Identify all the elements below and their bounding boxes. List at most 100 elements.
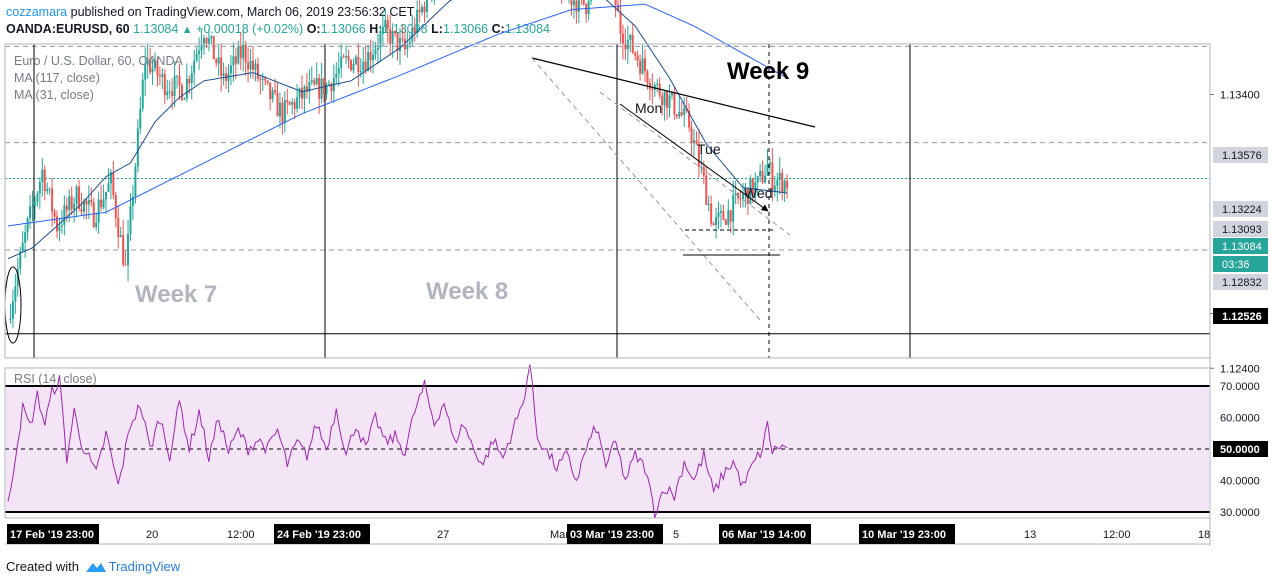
candle-body (296, 97, 299, 109)
candle-body (337, 68, 340, 74)
candle-body (330, 83, 333, 92)
candle-body (678, 112, 681, 117)
candle-body (781, 172, 784, 193)
candle-body (168, 91, 171, 93)
candle-body (278, 102, 281, 117)
candle-body (683, 108, 686, 115)
open-label: O: (306, 22, 321, 36)
candle-body (303, 86, 306, 99)
candle-body (158, 75, 161, 77)
price-pane[interactable]: Week 7 Week 8 Week 9 Mon Tue Wed Euro / U.S. D… (4, 0, 1210, 358)
candle-body (345, 56, 348, 58)
price-axis-label: 1.13093 (1222, 224, 1262, 236)
candle-body (252, 60, 254, 70)
candle-body (188, 78, 191, 83)
candle-body (254, 63, 257, 70)
candle-body (717, 212, 720, 217)
candle-body (43, 169, 46, 192)
candle-body (173, 76, 176, 97)
candle-body (178, 75, 181, 86)
legend-ma31: MA (31, close) (14, 88, 94, 102)
candle-body (14, 286, 17, 302)
author-name[interactable]: cozzamara (6, 5, 68, 19)
candle-body (193, 60, 196, 73)
candle-body (408, 41, 411, 44)
candle-body (773, 185, 776, 191)
candle-body (651, 89, 654, 91)
time-axis-label-box (719, 524, 811, 544)
candle-body (78, 186, 81, 209)
candle-body (394, 30, 397, 34)
footer: Created with TradingView (6, 559, 180, 574)
candle-body (663, 91, 666, 106)
tue-label: Tue (697, 141, 721, 157)
candle-body (127, 233, 130, 266)
candle-body (51, 188, 54, 212)
candle-body (75, 186, 78, 204)
rsi-mid-label-box (1213, 441, 1268, 457)
candle-body (212, 36, 215, 60)
candle-body (680, 112, 683, 115)
high-label: H: (369, 22, 383, 36)
time-axis-label: 12:00 (1103, 529, 1131, 541)
candle-body (327, 83, 330, 85)
candle-body (48, 188, 51, 190)
candle-body (80, 208, 83, 212)
candle-body (244, 44, 247, 63)
candle-body (117, 218, 120, 237)
candle-body (751, 178, 754, 196)
candle-body (281, 102, 284, 123)
candle-body (134, 166, 137, 197)
channel-lower-dashed (531, 57, 761, 321)
candle-body (364, 61, 367, 71)
candle-body (24, 232, 27, 243)
candle-body (305, 86, 308, 92)
candle-body (350, 60, 352, 71)
candle-body (58, 226, 61, 232)
time-axis-label: 18 (1198, 529, 1210, 541)
candle-body (100, 199, 103, 208)
candle-body (707, 203, 710, 206)
resistance-trendline (531, 57, 816, 128)
candle-body (320, 78, 323, 99)
candle-body (367, 51, 370, 71)
candle-body (95, 222, 98, 228)
candle-body (418, 9, 421, 13)
candle-body (764, 175, 767, 183)
candle-body (675, 114, 678, 117)
candle-body (732, 195, 735, 222)
price-axis-label-box (1213, 256, 1268, 272)
time-axis-label: 06 Mar '19 14:00 (722, 529, 806, 541)
candle-body (269, 82, 272, 100)
time-axis-label: 24 Feb '19 23:00 (277, 529, 361, 541)
price-axis-label: 1.12832 (1222, 277, 1262, 289)
time-axis-label-box (274, 524, 370, 544)
price-axis-label-box (1213, 238, 1268, 254)
candle-body (232, 56, 235, 66)
rsi-tick-label: 60.0000 (1220, 413, 1260, 425)
candle-body (21, 242, 24, 251)
rsi-mid-label: 50.0000 (1220, 444, 1260, 456)
candle-body (176, 75, 179, 77)
price-axis-label-box (1213, 308, 1268, 324)
candle-body (53, 211, 56, 217)
price-axis-label: 1.13224 (1222, 204, 1262, 216)
up-arrow-icon: ▲ (181, 24, 193, 36)
candle-body (614, 0, 617, 5)
rsi-pane[interactable]: RSI (14, close) (5, 364, 1210, 519)
candle-body (670, 92, 673, 96)
candle-body (131, 196, 134, 206)
candle-body (786, 180, 789, 189)
tradingview-brand[interactable]: TradingView (108, 559, 181, 574)
candle-body (629, 34, 632, 40)
candle-body (310, 80, 313, 83)
candle-body (719, 210, 722, 213)
candle-body (229, 65, 232, 74)
published-text: published on TradingView.com, March 06, … (70, 5, 415, 19)
candle-body (163, 74, 166, 96)
price-tick-label: 1.12400 (1220, 363, 1260, 375)
candle-body (9, 318, 12, 320)
candle-body (636, 55, 639, 61)
candle-body (768, 162, 771, 165)
